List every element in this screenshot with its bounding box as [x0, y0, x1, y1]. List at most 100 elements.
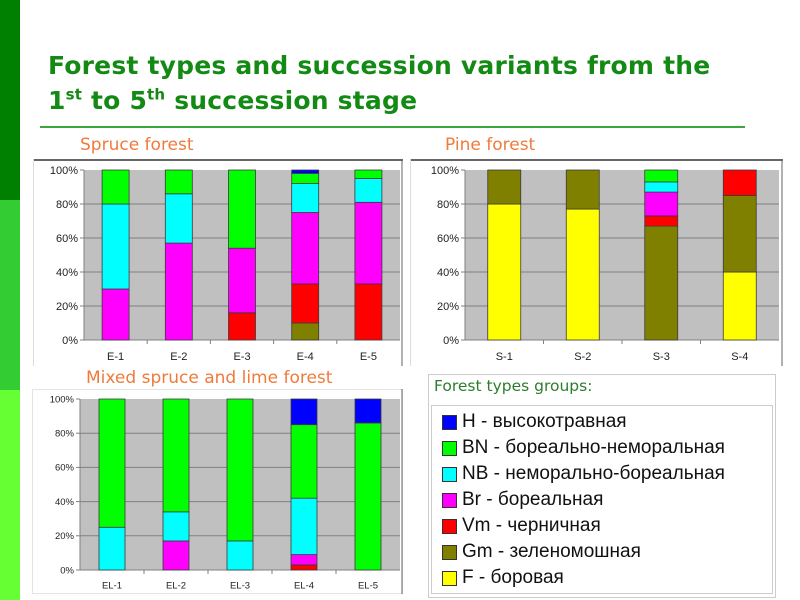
bar-segment-bn-el-4	[290, 424, 318, 499]
bar-segment-bn-e-5	[354, 169, 383, 179]
legend: Forest types groups: H - высокотравная B…	[428, 374, 776, 598]
y-tick-label: 20%	[55, 531, 75, 542]
y-tick-label: 100%	[50, 165, 78, 177]
swatch-icon	[442, 466, 457, 482]
title-line-1: Forest types and succession variants fro…	[48, 51, 711, 80]
bar-segment-h-el-5	[354, 398, 382, 424]
bar-segment-bn-el-2	[162, 398, 190, 513]
y-tick-label: 100%	[431, 165, 459, 177]
legend-label: BN - бореально-неморальная	[462, 437, 725, 458]
x-tick-label: E-2	[170, 351, 187, 363]
bar-segment-br-el-4	[290, 554, 318, 566]
bar-segment-h-e-4	[291, 169, 320, 174]
mixed-chart-title: Mixed spruce and lime forest	[86, 368, 333, 388]
title-sup2: th	[147, 85, 166, 104]
x-tick-label: S-2	[574, 351, 591, 363]
bar-segment-bn-e-2	[164, 169, 193, 195]
swatch-icon	[442, 518, 457, 534]
y-tick-label: 40%	[56, 267, 78, 279]
y-tick-label: 80%	[55, 429, 75, 440]
bar-segment-vm-s-3	[644, 215, 679, 227]
bar-segment-br-e-5	[354, 201, 383, 285]
bar-segment-vm-e-4	[291, 283, 320, 324]
x-tick-label: EL-3	[230, 581, 250, 592]
legend-label: Vm - черничная	[462, 515, 601, 536]
bar-segment-nb-e-1	[101, 203, 130, 290]
legend-label: NB - неморально-бореальная	[462, 463, 725, 484]
title-line-2: 1st to 5th succession stage	[48, 83, 768, 118]
title-sup1: st	[65, 85, 83, 104]
bar-segment-bn-e-3	[228, 169, 256, 249]
x-tick-label: E-5	[360, 351, 377, 363]
bar-segment-vm-e-5	[354, 283, 383, 341]
title-mid: to 5	[82, 86, 148, 115]
legend-label: H - высокотравная	[462, 411, 627, 432]
bar-segment-nb-el-2	[162, 511, 190, 542]
bar-segment-br-s-3	[644, 191, 679, 217]
bar-segment-f-s-1	[487, 203, 522, 341]
accent-bar-light	[0, 390, 20, 600]
bar-segment-nb-el-3	[226, 540, 254, 571]
bar-segment-bn-el-1	[98, 398, 126, 528]
accent-bar-mid	[0, 200, 20, 390]
y-tick-label: 60%	[56, 233, 78, 245]
swatch-icon	[442, 414, 457, 430]
y-tick-label: 40%	[437, 267, 459, 279]
y-tick-label: 40%	[55, 497, 75, 508]
pine-forest-chart: 0% 20% 40% 60% 80% 100% S-1 S-2 S-3 S-4	[410, 159, 783, 366]
bar-segment-nb-el-1	[98, 526, 126, 571]
y-tick-label: 0%	[60, 565, 74, 576]
legend-item-br: Br - бореальная	[442, 487, 603, 513]
legend-item-h: H - высокотравная	[442, 409, 627, 435]
x-tick-label: EL-4	[294, 581, 314, 592]
y-tick-label: 100%	[50, 394, 75, 405]
y-tick-label: 80%	[437, 199, 459, 211]
bar-segment-gm-e-4	[291, 322, 320, 341]
mixed-forest-chart: 0% 20% 40% 60% 80% 100% EL-1 EL-2 EL-3 EL-4 EL-5	[32, 389, 403, 594]
bar-segment-bn-s-3	[644, 169, 679, 183]
bar-segment-h-el-4	[290, 398, 318, 426]
swatch-icon	[442, 570, 457, 586]
spruce-chart-title: Spruce forest	[80, 135, 194, 155]
bar-segment-nb-e-4	[291, 183, 320, 213]
title-num1: 1	[48, 86, 66, 115]
x-tick-label: EL-1	[102, 581, 122, 592]
x-tick-label: EL-5	[358, 581, 378, 592]
bar-segment-nb-e-5	[354, 178, 383, 203]
bar-segment-br-e-4	[291, 212, 320, 285]
legend-label: Br - бореальная	[462, 489, 604, 510]
y-tick-label: 0%	[443, 335, 459, 347]
swatch-icon	[442, 492, 457, 508]
bar-segment-gm-s-3	[644, 225, 679, 341]
legend-label: Gm - зеленомошная	[462, 541, 641, 562]
y-tick-label: 20%	[437, 301, 459, 313]
bar-segment-gm-s-1	[487, 169, 522, 205]
bar-segment-nb-s-3	[644, 181, 679, 193]
slide-title: Forest types and succession variants fro…	[48, 48, 768, 118]
x-tick-label: E-1	[107, 351, 124, 363]
title-end: succession stage	[165, 86, 418, 115]
bar-segment-gm-s-4	[722, 195, 757, 273]
pine-chart-title: Pine forest	[445, 135, 536, 155]
swatch-icon	[442, 544, 457, 560]
x-tick-label: S-1	[496, 351, 513, 363]
x-tick-label: S-4	[731, 351, 748, 363]
bar-segment-bn-el-5	[354, 422, 382, 571]
bar-segment-vm-el-4	[290, 564, 318, 571]
bar-segment-br-e-1	[101, 288, 130, 341]
bar-segment-br-el-2	[162, 540, 190, 571]
accent-bar-dark	[0, 0, 20, 200]
title-separator	[40, 126, 745, 128]
bar-segment-bn-el-3	[226, 398, 254, 542]
legend-items: H - высокотравная BN - бореально-неморал…	[431, 405, 773, 594]
y-tick-label: 60%	[437, 233, 459, 245]
bar-segment-f-s-4	[722, 271, 757, 341]
bar-segment-nb-el-4	[290, 497, 318, 556]
legend-item-bn: BN - бореально-неморальная	[442, 435, 725, 461]
bar-segment-br-e-2	[164, 242, 193, 341]
x-tick-label: E-3	[233, 351, 250, 363]
x-tick-label: EL-2	[166, 581, 186, 592]
y-tick-label: 80%	[56, 199, 78, 211]
bar-segment-gm-s-2	[565, 169, 600, 210]
legend-item-f: F - боровая	[442, 565, 564, 591]
